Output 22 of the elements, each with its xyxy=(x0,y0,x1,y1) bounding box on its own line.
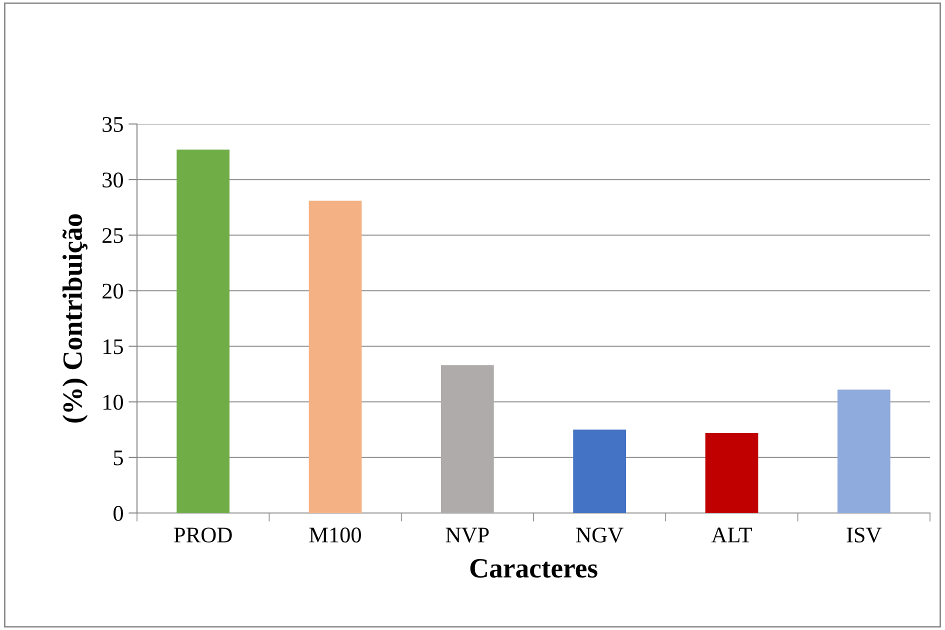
bar xyxy=(176,150,230,513)
y-tick-label: 0 xyxy=(114,506,123,521)
y-tick-label: 5 xyxy=(114,450,123,466)
x-axis-title: Caracteres xyxy=(470,559,598,578)
x-tick-label: ISV xyxy=(846,528,882,543)
bar xyxy=(308,200,362,513)
x-tick-label: ALT xyxy=(711,528,752,542)
bar xyxy=(837,390,890,513)
y-tick-label: 25 xyxy=(102,228,123,244)
bar xyxy=(573,430,626,513)
bar xyxy=(440,365,494,513)
y-tick-label: 30 xyxy=(102,172,123,188)
y-tick-label: 15 xyxy=(104,339,123,354)
y-tick-label: 35 xyxy=(102,116,123,132)
y-axis-title: (%) Contribuição xyxy=(62,214,88,423)
y-tick-label: 20 xyxy=(102,284,123,299)
x-tick-label: NGV xyxy=(576,528,624,543)
x-tick-label: M100 xyxy=(309,528,361,543)
x-tick-label: NVP xyxy=(446,528,489,543)
y-tick-label: 10 xyxy=(104,394,123,410)
x-tick-label: PROD xyxy=(174,528,232,543)
bar xyxy=(705,432,758,513)
